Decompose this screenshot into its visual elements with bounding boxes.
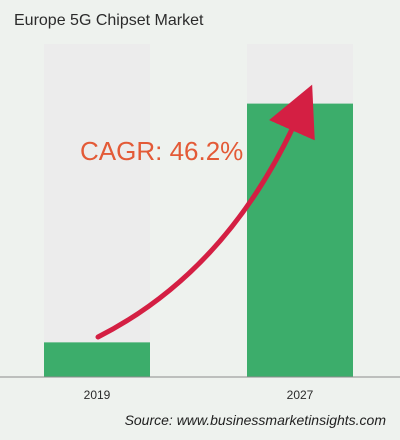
cagr-annotation: CAGR: 46.2%	[80, 136, 243, 166]
x-tick-labels: 2019 2027	[84, 388, 314, 402]
bar-2027	[247, 103, 353, 378]
growth-arrow	[95, 84, 315, 340]
bar-2019	[44, 342, 150, 377]
chart-title: Europe 5G Chipset Market	[14, 12, 204, 29]
bars-group	[44, 44, 353, 378]
x-tick-label-2019: 2019	[84, 388, 111, 402]
source-note: Source: www.businessmarketinsights.com	[124, 412, 386, 428]
bar-track-2019	[44, 44, 150, 377]
x-tick-label-2027: 2027	[287, 388, 314, 402]
